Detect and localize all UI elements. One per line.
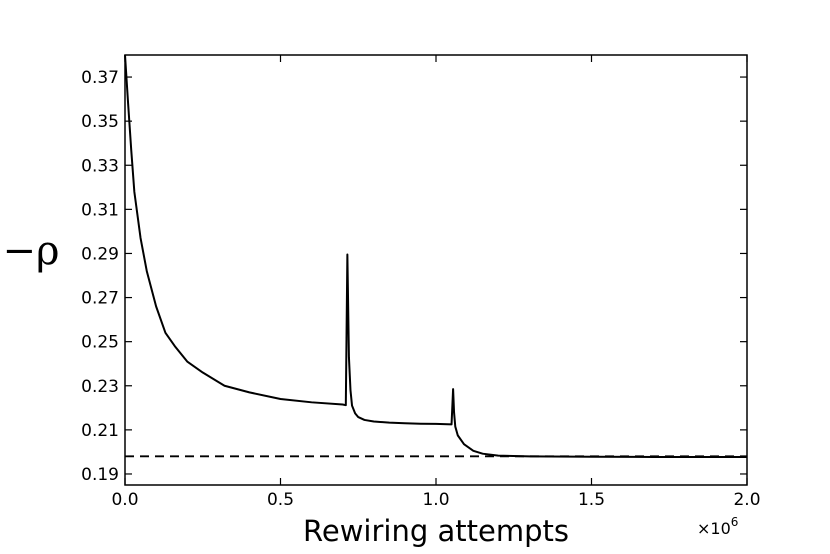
x-tick-label: 0.5 bbox=[267, 490, 294, 510]
y-tick-label: 0.23 bbox=[81, 377, 119, 397]
x-tick-label: 2.0 bbox=[733, 490, 760, 510]
y-tick-label: 0.37 bbox=[81, 68, 119, 88]
y-tick-label: 0.29 bbox=[81, 244, 119, 264]
x-multiplier-exponent: 6 bbox=[731, 515, 739, 529]
y-tick-label: 0.19 bbox=[81, 465, 119, 485]
y-tick-label: 0.35 bbox=[81, 112, 119, 132]
y-tick-label: 0.27 bbox=[81, 289, 119, 309]
y-tick-label: 0.25 bbox=[81, 333, 119, 353]
series-layer bbox=[124, 54, 747, 458]
x-axis-ticks: 0.0 0.5 1.0 1.5 2.0 bbox=[111, 55, 761, 510]
y-tick-label: 0.33 bbox=[81, 156, 119, 176]
y-axis-ticks: 0.19 0.21 0.23 0.25 0.27 0.29 0.31 0.33 0.35 0.37 bbox=[81, 68, 747, 485]
y-tick-label: 0.31 bbox=[81, 200, 119, 220]
y-axis-label: −ρ bbox=[2, 228, 59, 274]
x-tick-label: 1.5 bbox=[578, 490, 605, 510]
x-axis-label: Rewiring attempts bbox=[303, 514, 569, 548]
rho-series-line bbox=[124, 54, 747, 458]
x-multiplier-base: ×10 bbox=[697, 519, 731, 538]
x-axis-multiplier: ×106 bbox=[697, 515, 738, 538]
x-tick-label: 0.0 bbox=[111, 490, 138, 510]
x-tick-label: 1.0 bbox=[422, 490, 449, 510]
y-tick-label: 0.21 bbox=[81, 421, 119, 441]
